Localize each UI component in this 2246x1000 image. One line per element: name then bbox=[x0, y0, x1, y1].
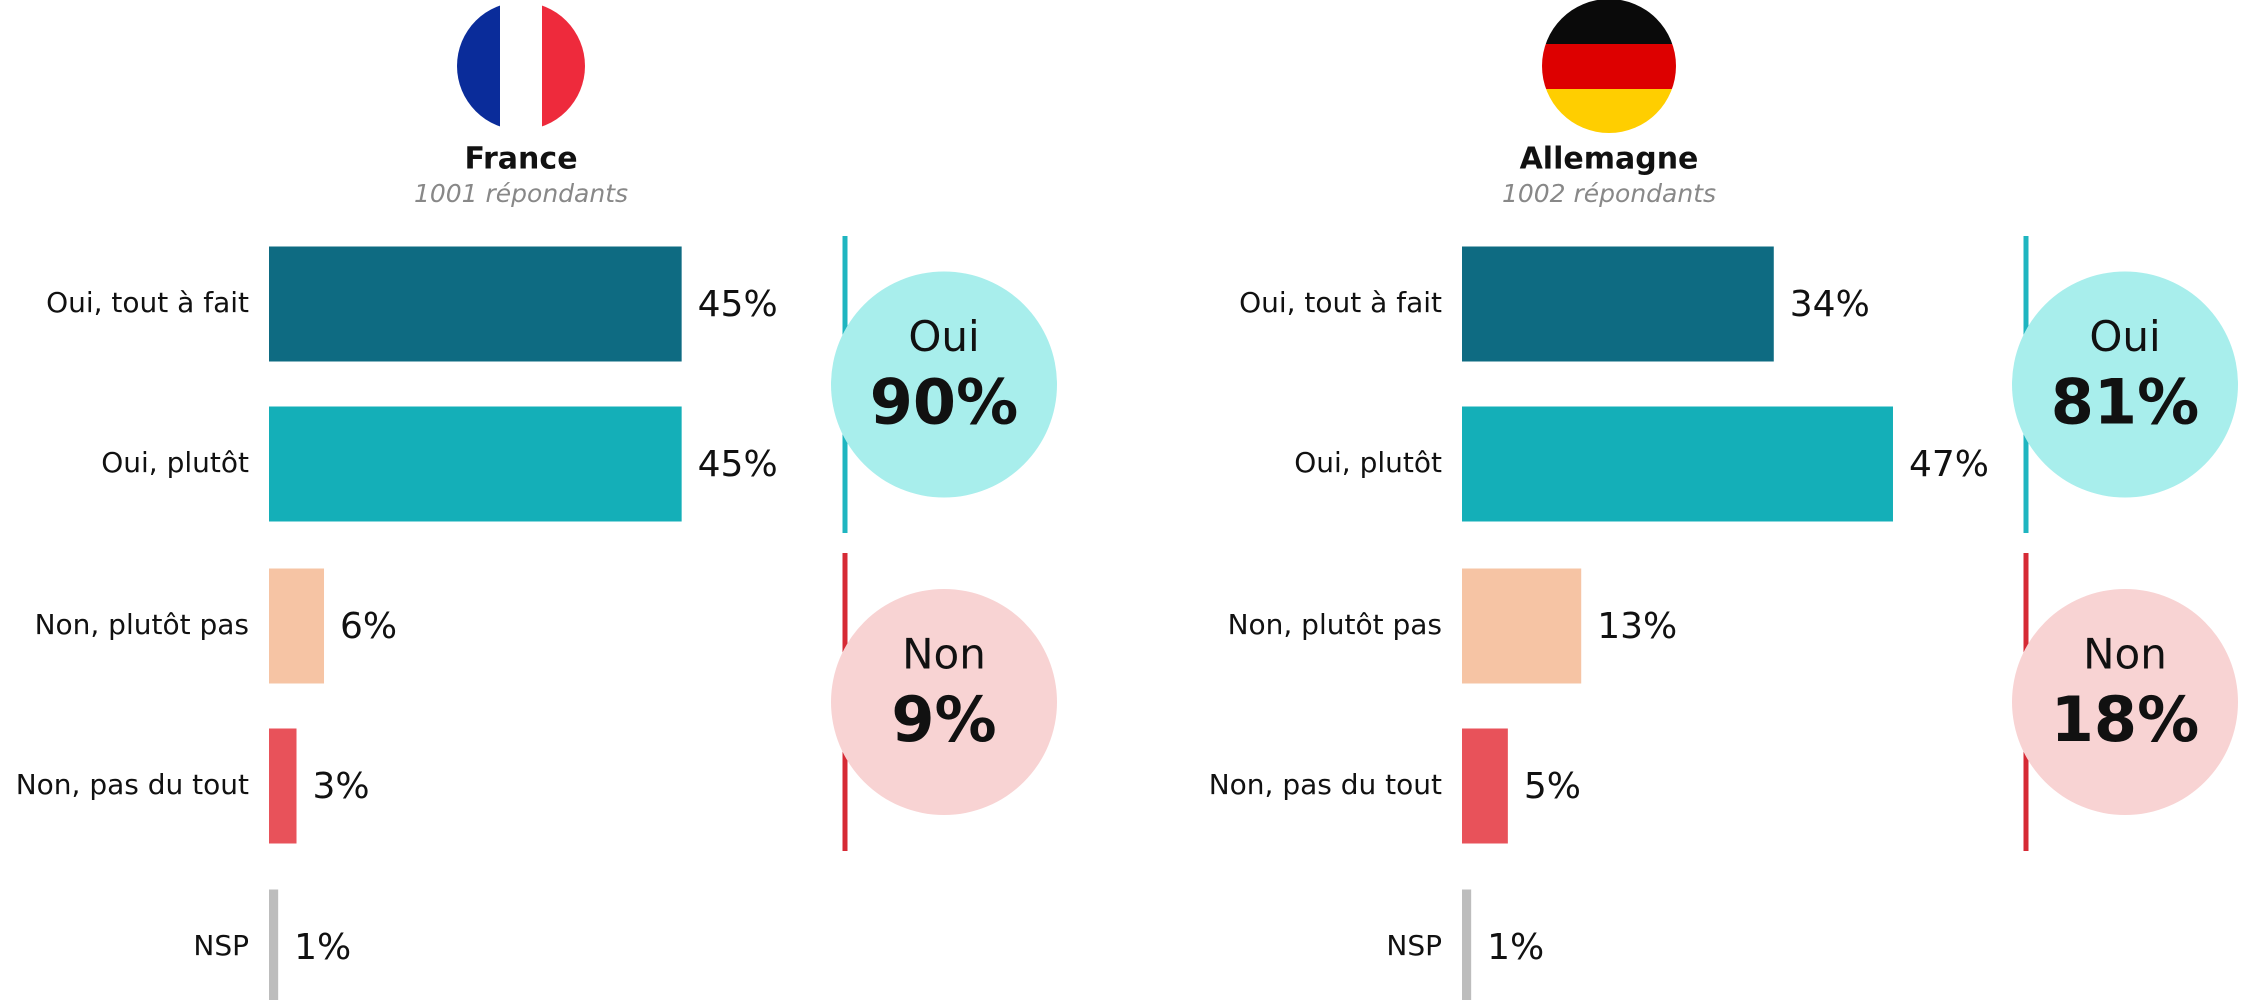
category-label: Non, plutôt pas bbox=[35, 608, 249, 641]
bar bbox=[269, 728, 297, 844]
chart-title: Allemagne bbox=[1520, 142, 1699, 177]
value-label: 6% bbox=[340, 606, 397, 647]
bar bbox=[1462, 246, 1774, 362]
bar bbox=[269, 246, 682, 362]
summary-value: 18% bbox=[2051, 683, 2199, 756]
value-label: 45% bbox=[698, 444, 778, 485]
category-label: Oui, plutôt bbox=[1294, 446, 1442, 479]
summary-value: 81% bbox=[2051, 366, 2199, 439]
bar bbox=[269, 406, 682, 522]
value-label: 34% bbox=[1790, 284, 1870, 325]
value-label: 5% bbox=[1524, 766, 1581, 807]
category-label: Oui, plutôt bbox=[101, 446, 249, 479]
category-label: Oui, tout à fait bbox=[46, 286, 249, 319]
bar bbox=[1462, 568, 1582, 684]
value-label: 45% bbox=[698, 284, 778, 325]
bar bbox=[1462, 406, 1893, 522]
category-label: NSP bbox=[1386, 929, 1442, 962]
summary-value: 90% bbox=[870, 366, 1018, 439]
chart-subtitle: 1002 répondants bbox=[1502, 179, 1716, 208]
category-label: Non, pas du tout bbox=[1209, 768, 1442, 801]
chart-title: France bbox=[464, 142, 577, 177]
chart-subtitle: 1001 répondants bbox=[414, 179, 628, 208]
flag-germany bbox=[1542, 0, 1676, 133]
value-label: 3% bbox=[313, 766, 370, 807]
value-label: 13% bbox=[1597, 606, 1677, 647]
bar bbox=[1462, 728, 1508, 844]
bar bbox=[269, 568, 325, 684]
category-label: Oui, tout à fait bbox=[1239, 286, 1442, 319]
summary-bubble bbox=[2012, 271, 2238, 498]
summary-label: Non bbox=[2083, 630, 2167, 679]
summary-bubble bbox=[831, 271, 1057, 498]
summary-bubble bbox=[831, 589, 1057, 815]
bar bbox=[269, 889, 279, 1000]
category-label: Non, plutôt pas bbox=[1228, 608, 1442, 641]
flag-france bbox=[457, 2, 585, 130]
summary-bubble bbox=[2012, 589, 2238, 815]
summary-label: Oui bbox=[908, 312, 979, 361]
value-label: 1% bbox=[1487, 927, 1544, 968]
category-label: NSP bbox=[193, 929, 249, 962]
bar bbox=[1462, 889, 1472, 1000]
value-label: 47% bbox=[1909, 444, 1989, 485]
summary-label: Oui bbox=[2089, 312, 2160, 361]
summary-label: Non bbox=[902, 630, 986, 679]
category-label: Non, pas du tout bbox=[16, 768, 249, 801]
value-label: 1% bbox=[294, 927, 351, 968]
summary-value: 9% bbox=[891, 683, 996, 756]
